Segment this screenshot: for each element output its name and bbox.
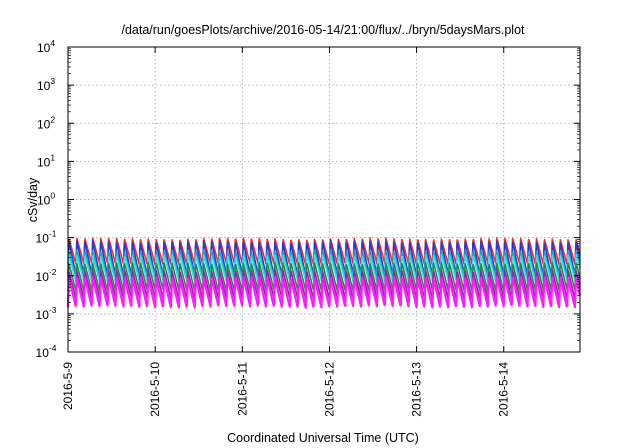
series-line <box>67 237 581 266</box>
x-tick-label: 2016-5-9 <box>61 362 75 410</box>
y-tick-label: 10-1 <box>36 229 57 246</box>
x-tick-label: 2016-5-10 <box>148 362 162 417</box>
y-tick-label: 100 <box>37 191 55 208</box>
series-line <box>67 268 581 301</box>
y-tick-label: 104 <box>37 38 55 55</box>
series-line <box>67 253 581 283</box>
y-tick-label: 102 <box>37 114 55 131</box>
y-tick-label: 10-2 <box>36 267 57 284</box>
series-line <box>67 261 581 293</box>
chart-title: /data/run/goesPlots/archive/2016-05-14/2… <box>121 23 525 37</box>
y-tick-label: 103 <box>37 76 55 93</box>
y-axis-ticks: 10-4 10-3 10-2 10-1 100 101 102 103 104 <box>36 38 580 360</box>
series-layer <box>66 237 582 309</box>
x-tick-label: 2016-5-13 <box>410 362 424 417</box>
series-line <box>66 275 582 309</box>
y-tick-label: 10-4 <box>36 343 57 360</box>
y-axis-label: cSv/day <box>26 177 40 222</box>
x-tick-label: 2016-5-12 <box>322 362 336 417</box>
x-tick-label: 2016-5-11 <box>235 362 249 416</box>
series-line <box>67 240 581 278</box>
y-tick-label: 10-3 <box>36 305 57 322</box>
x-axis-ticks: 2016-5-9 2016-5-10 2016-5-11 2016-5-12 2016-… <box>61 47 511 417</box>
y-tick-label: 101 <box>37 152 55 169</box>
x-axis-label: Coordinated Universal Time (UTC) <box>227 431 419 445</box>
series-line <box>67 249 581 279</box>
x-tick-label: 2016-5-14 <box>497 362 511 417</box>
